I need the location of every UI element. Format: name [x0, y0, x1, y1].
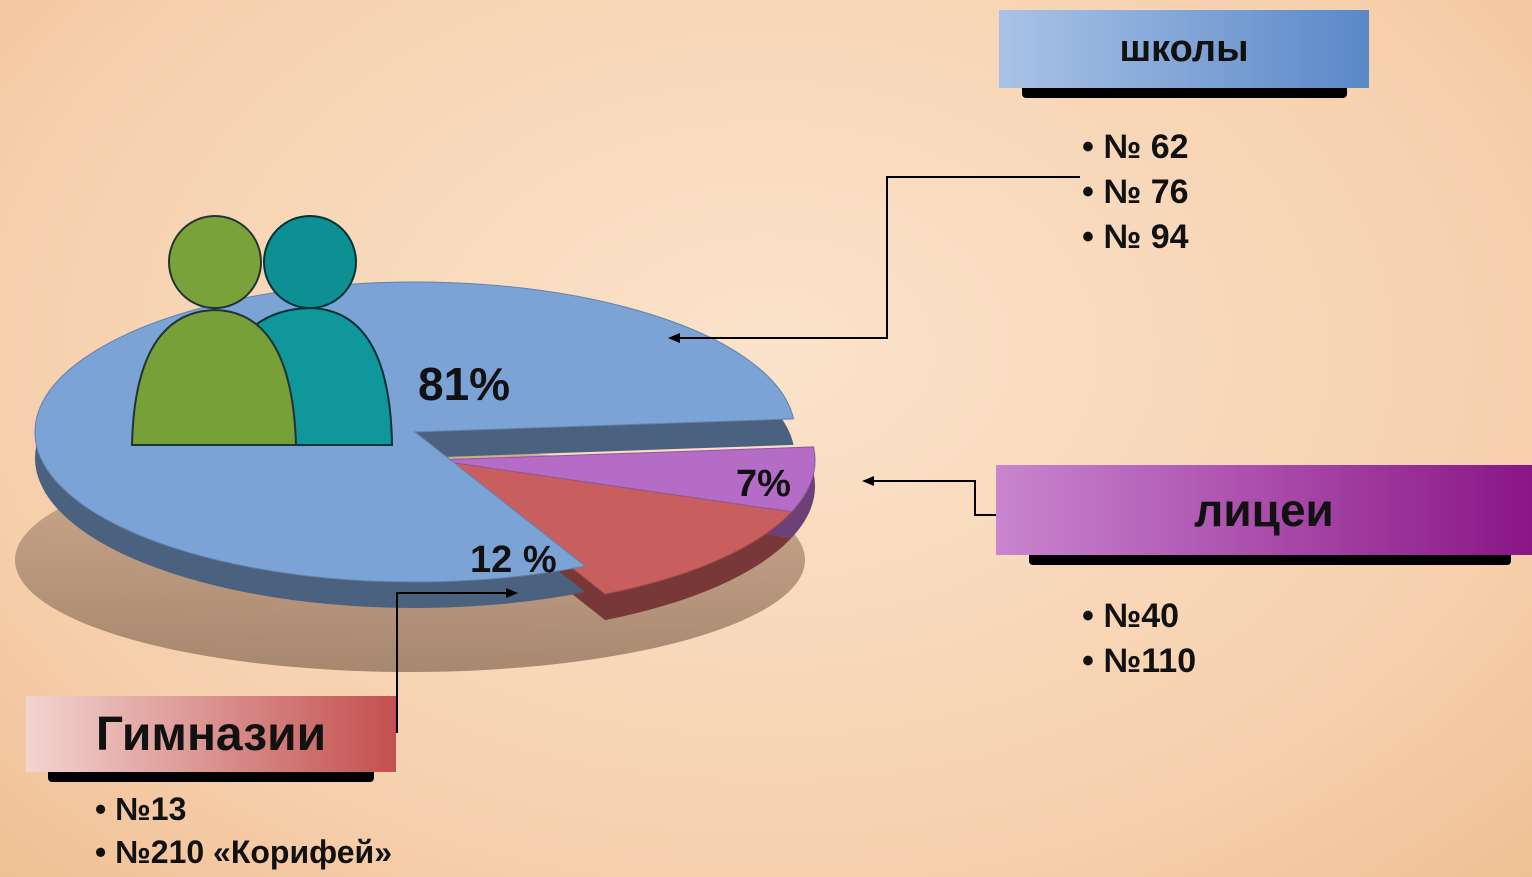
category-box: Гимназии — [26, 696, 396, 772]
box-base — [1022, 88, 1347, 98]
item: № 76 — [1082, 170, 1189, 215]
value-label: 81% — [418, 358, 510, 410]
item-list: №13 №210 «Корифей» — [95, 788, 392, 874]
item: №40 — [1082, 594, 1196, 639]
item: №210 «Корифей» — [95, 831, 392, 874]
item: № 62 — [1082, 125, 1189, 170]
people-icon — [132, 216, 392, 445]
item: № 94 — [1082, 215, 1189, 260]
category-box: школы — [999, 10, 1369, 88]
item: №13 — [95, 788, 392, 831]
category-box: лицеи — [996, 465, 1532, 555]
item-list: № 62 № 76 № 94 — [1082, 125, 1189, 260]
item-list: №40 №110 — [1082, 594, 1196, 684]
value-label: 7% — [736, 463, 791, 505]
item: №110 — [1082, 639, 1196, 684]
box-base — [48, 772, 374, 782]
slide: 81% 7% 12 % школы № 62 № 76 № 94 лицеи №… — [0, 0, 1532, 877]
value-label: 12 % — [470, 539, 557, 581]
box-base — [1029, 555, 1511, 565]
